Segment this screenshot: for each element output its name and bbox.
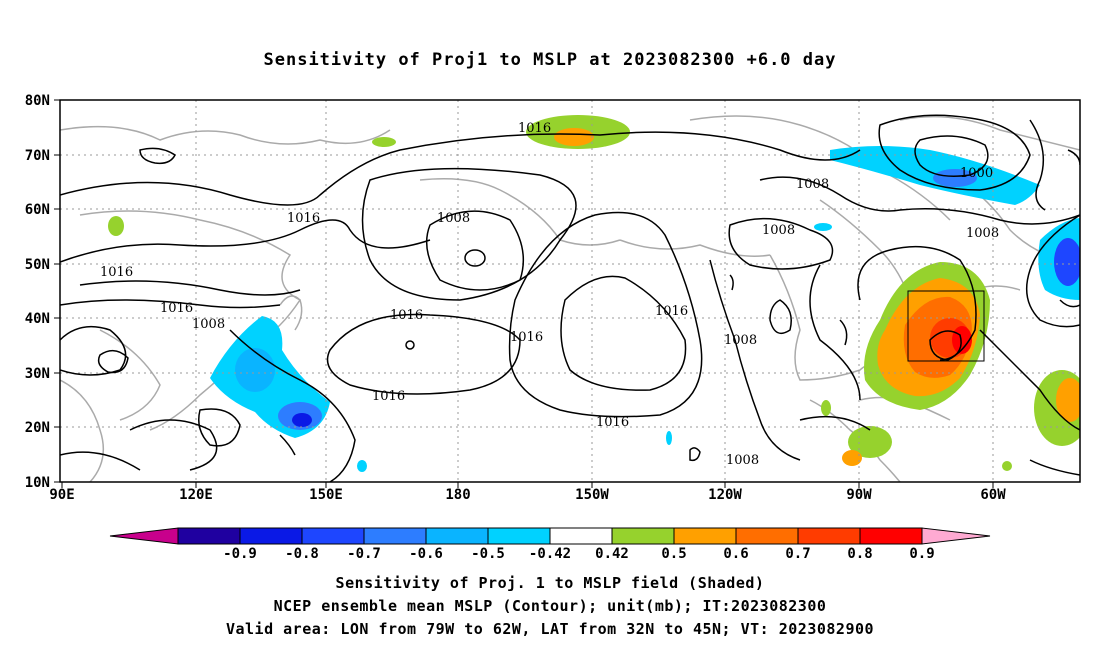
colorbar-label: -0.7 bbox=[347, 546, 381, 562]
lon-label: 60W bbox=[980, 487, 1006, 503]
mslp-contours bbox=[60, 114, 1080, 482]
contour-label: 1008 bbox=[762, 223, 795, 238]
lat-label: 60N bbox=[25, 202, 50, 218]
colorbar-cell bbox=[549, 527, 613, 545]
colorbar-cell bbox=[487, 527, 551, 545]
contour-label: 1016 bbox=[160, 301, 193, 316]
contour-label: 1016 bbox=[287, 211, 320, 226]
contour-label: 1008 bbox=[966, 226, 999, 241]
lat-label: 70N bbox=[25, 148, 50, 164]
valid-area-box bbox=[907, 290, 985, 362]
colorbar-label: 0.9 bbox=[909, 546, 934, 562]
colorbar-label: -0.6 bbox=[409, 546, 443, 562]
colorbar-label: 0.7 bbox=[785, 546, 810, 562]
colorbar-cell bbox=[425, 527, 489, 545]
colorbar-cell bbox=[239, 527, 303, 545]
lon-label: 180 bbox=[445, 487, 470, 503]
colorbar-over-triangle bbox=[921, 527, 991, 545]
lon-label: 90E bbox=[49, 487, 74, 503]
colorbar-label: -0.42 bbox=[529, 546, 571, 562]
lat-label: 20N bbox=[25, 420, 50, 436]
colorbar-label: 0.5 bbox=[661, 546, 686, 562]
contour-label: 1000 bbox=[960, 166, 993, 181]
contour-label: 1016 bbox=[596, 415, 629, 430]
colorbar-cell bbox=[611, 527, 675, 545]
colorbar-cell bbox=[797, 527, 861, 545]
colorbar-label: -0.9 bbox=[223, 546, 257, 562]
map-title: Sensitivity of Proj1 to MSLP at 20230823… bbox=[263, 50, 837, 70]
lon-label: 120W bbox=[708, 487, 742, 503]
colorbar-label: 0.8 bbox=[847, 546, 872, 562]
grid-lines bbox=[60, 100, 1080, 482]
lat-label: 40N bbox=[25, 311, 50, 327]
lon-label: 120E bbox=[179, 487, 213, 503]
map-content bbox=[60, 100, 1080, 482]
contour-label: 1008 bbox=[437, 211, 470, 226]
caption-line-2: NCEP ensemble mean MSLP (Contour); unit(… bbox=[273, 597, 827, 615]
colorbar: -0.9 -0.8 -0.7 -0.6 -0.5 -0.42 0.42 0.5 0.6 0.7 0.… bbox=[109, 527, 991, 562]
colorbar-cell bbox=[735, 527, 799, 545]
colorbar-cell bbox=[673, 527, 737, 545]
lat-label: 80N bbox=[25, 93, 50, 109]
lat-label: 30N bbox=[25, 366, 50, 382]
colorbar-label: -0.8 bbox=[285, 546, 319, 562]
contour-label: 1016 bbox=[510, 330, 543, 345]
caption-line-3: Valid area: LON from 79W to 62W, LAT fro… bbox=[225, 620, 875, 638]
colorbar-label: -0.5 bbox=[471, 546, 505, 562]
contour-label: 1008 bbox=[724, 333, 757, 348]
latitude-labels: 80N 70N 60N 50N 40N 30N 20N 10N bbox=[25, 93, 50, 491]
contour-label: 1008 bbox=[192, 317, 225, 332]
contour-label: 1016 bbox=[518, 121, 551, 136]
axis-ticks bbox=[54, 99, 994, 488]
colorbar-label: 0.6 bbox=[723, 546, 748, 562]
contour-label: 1016 bbox=[372, 389, 405, 404]
contour-label: 1016 bbox=[100, 265, 133, 280]
contour-label: 1008 bbox=[796, 177, 829, 192]
lat-label: 10N bbox=[25, 475, 50, 491]
positive-region-arctic-core bbox=[554, 128, 594, 146]
lon-label: 90W bbox=[846, 487, 872, 503]
colorbar-cell bbox=[859, 527, 923, 545]
contour-labels: 1016 1016 1016 1016 1008 1016 1016 1016 … bbox=[100, 121, 999, 468]
contour-label: 1016 bbox=[655, 304, 688, 319]
longitude-labels: 90E 120E 150E 180 150W 120W 90W 60W bbox=[49, 487, 1006, 503]
colorbar-cell bbox=[177, 527, 241, 545]
lat-label: 50N bbox=[25, 257, 50, 273]
lon-label: 150E bbox=[309, 487, 343, 503]
caption-line-1: Sensitivity of Proj. 1 to MSLP field (Sh… bbox=[335, 574, 765, 592]
lon-label: 150W bbox=[575, 487, 609, 503]
contour-label: 1016 bbox=[390, 308, 423, 323]
colorbar-under-triangle bbox=[109, 527, 179, 545]
colorbar-label: 0.42 bbox=[595, 546, 629, 562]
sensitivity-shading bbox=[108, 115, 1080, 472]
contour-label: 1008 bbox=[726, 453, 759, 468]
colorbar-cell bbox=[363, 527, 427, 545]
colorbar-cell bbox=[301, 527, 365, 545]
